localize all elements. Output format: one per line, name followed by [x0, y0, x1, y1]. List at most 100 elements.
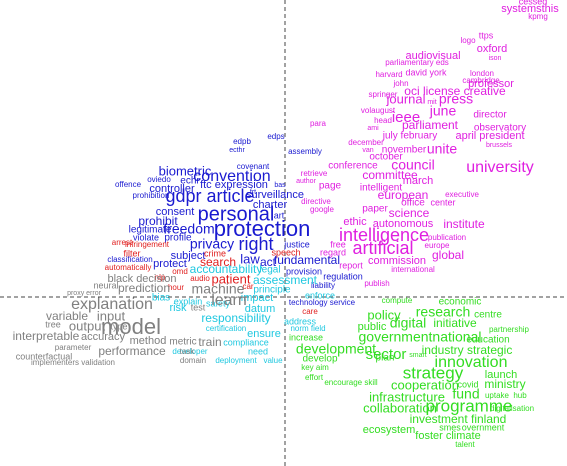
word: oviedo: [147, 175, 171, 184]
word: address: [284, 316, 317, 326]
word: observatory: [474, 123, 526, 134]
word: volaugust: [361, 106, 396, 115]
word: risk: [169, 302, 187, 314]
word: learn: [211, 292, 247, 309]
word: executive: [445, 190, 479, 199]
word: talent: [455, 440, 475, 449]
word: publication: [428, 233, 466, 242]
word: november: [382, 145, 427, 156]
word: foster climate: [415, 430, 480, 442]
word: mit: [427, 99, 436, 106]
word: developer: [172, 347, 207, 356]
word: compliance: [223, 337, 269, 347]
word: strategy: [403, 363, 464, 382]
word: journal: [385, 91, 425, 106]
word: care: [302, 307, 318, 316]
word: page: [319, 181, 342, 192]
word: cessed: [519, 0, 548, 6]
word: uptake: [485, 391, 510, 400]
word: international: [391, 265, 435, 274]
word: collaboration: [363, 400, 437, 415]
word: kpmg: [528, 12, 548, 21]
word: convention: [193, 168, 270, 185]
word: ftc expression: [200, 179, 268, 191]
word: parameter: [55, 343, 92, 352]
word: deployment: [215, 356, 257, 365]
word: search: [200, 255, 236, 269]
word: publish: [364, 279, 389, 288]
word: need: [248, 346, 268, 356]
word: omd: [172, 267, 188, 276]
word: accountability: [190, 262, 263, 276]
word: provision: [286, 266, 322, 276]
word: centre: [474, 310, 502, 321]
word: oci license creative: [404, 84, 506, 98]
word: variable: [46, 309, 88, 323]
word: covid: [457, 379, 478, 389]
word: legal: [259, 265, 280, 276]
word: david york: [405, 67, 447, 77]
word: center: [430, 197, 455, 207]
word: safety: [206, 298, 231, 308]
word: logo: [460, 36, 476, 45]
word: partnership: [489, 325, 530, 334]
word: google: [310, 205, 335, 214]
word: train: [198, 335, 221, 349]
word: model: [101, 314, 161, 339]
word: prohibition: [133, 191, 170, 200]
word: fund: [452, 386, 479, 402]
word: october: [369, 152, 403, 163]
word: plan: [376, 353, 395, 364]
word: ieee: [392, 109, 420, 126]
word: controller: [149, 183, 195, 195]
word: datum: [245, 303, 276, 315]
word: protect: [153, 258, 187, 270]
word: echr: [180, 176, 200, 187]
word: crime: [204, 248, 226, 258]
word: education: [466, 335, 509, 346]
word: personal: [198, 203, 275, 225]
word: encourage skill: [324, 378, 378, 387]
word: speech: [271, 247, 300, 257]
word: autonomous: [373, 218, 434, 230]
word: technology service: [289, 298, 356, 307]
word: effort: [305, 373, 324, 382]
word: ministry: [484, 377, 525, 391]
word: violate: [133, 232, 159, 242]
word: institute: [443, 217, 485, 231]
word: april president: [455, 130, 524, 142]
word: public: [358, 321, 387, 333]
word: subject: [171, 250, 206, 262]
word: explanation: [71, 296, 153, 313]
word: protection: [214, 216, 311, 241]
word: science: [389, 206, 430, 220]
word: head: [374, 116, 392, 125]
word: smart: [409, 352, 427, 359]
word: cambridge: [462, 76, 500, 85]
word: infringement: [125, 240, 170, 249]
word: offence: [115, 180, 142, 189]
word: london: [470, 69, 494, 78]
word: directive: [301, 197, 331, 206]
word: parliamentary eds: [385, 58, 449, 67]
word: cooperation: [391, 377, 459, 392]
word: infrastructure: [369, 389, 445, 404]
word: act: [260, 255, 277, 269]
word: method: [130, 335, 167, 347]
word: counterfactual: [16, 351, 73, 361]
word: prediction: [118, 281, 170, 295]
word: bas: [274, 182, 286, 189]
word: launch: [485, 369, 517, 381]
word: input: [97, 308, 126, 323]
word: unite: [427, 141, 458, 157]
word: key aim: [301, 363, 329, 372]
word: university: [466, 159, 534, 176]
word: consent: [156, 206, 195, 218]
word: author: [296, 178, 317, 185]
word: explain: [174, 296, 203, 306]
word: professor: [468, 78, 514, 90]
word: european: [378, 188, 429, 202]
word: edpb: [233, 137, 251, 146]
word: fundamental: [274, 253, 340, 267]
